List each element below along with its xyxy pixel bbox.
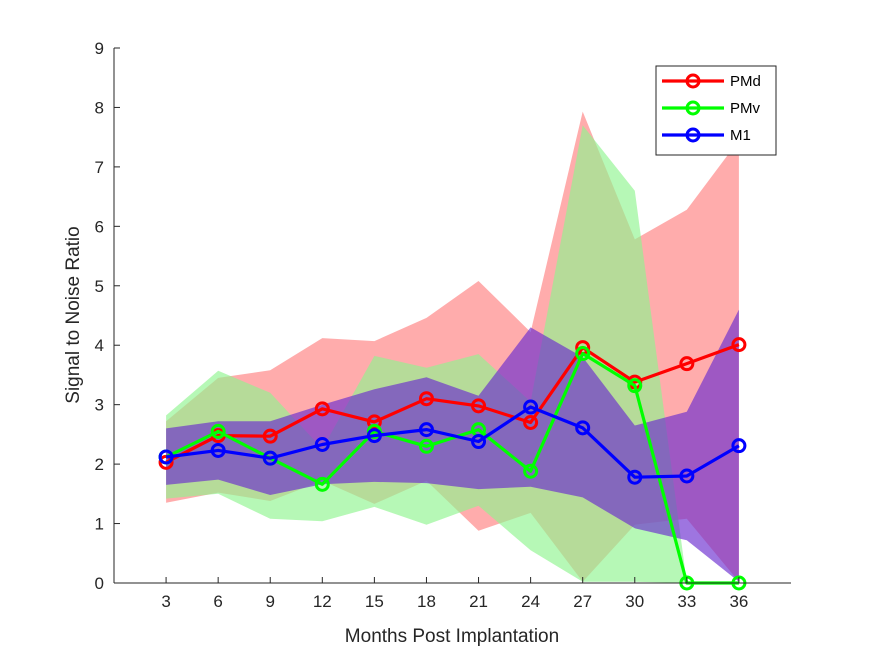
x-tick-label: 27 [573,592,592,611]
point-m1 [158,449,174,465]
point-pmd [366,414,382,430]
point-pmv [314,476,330,492]
point-pmv [575,346,591,362]
point-m1 [418,422,434,438]
axes [113,47,791,584]
x-tick-label: 3 [161,592,170,611]
point-pmd [523,415,539,430]
point-pmd [314,401,330,417]
series-lines [158,337,747,591]
point-m1 [210,442,226,458]
legend-label-pmv: PMv [730,100,761,117]
point-pmv [418,438,434,454]
y-tick-label: 8 [95,98,104,117]
point-m1 [262,450,278,466]
line-pmv [165,351,739,585]
point-m1 [366,428,382,444]
x-axis-label: Months Post Implantation [345,626,559,647]
point-m1 [679,468,695,484]
point-pmv [523,463,539,479]
y-tick-label: 2 [95,455,104,474]
point-pmv [627,378,643,394]
line-pmd [165,343,740,464]
point-pmv [210,423,226,439]
y-tick-label: 1 [95,515,104,534]
point-pmd [679,356,695,372]
x-tick-label: 12 [313,592,332,611]
y-tick-label: 7 [95,158,104,177]
point-pmd [418,391,434,407]
point-m1 [731,438,747,454]
legend-marker-m1 [685,127,701,143]
x-tick-label: 30 [625,592,644,611]
y-tick-label: 5 [95,277,104,296]
y-axis-label: Signal to Noise Ratio [63,226,84,403]
y-tick-label: 4 [95,336,104,355]
y-tick-label: 6 [95,217,104,236]
legend-label-m1: M1 [730,127,751,144]
band-m1 [166,309,739,582]
legend-marker-pmv [685,100,701,116]
y-tick-label: 3 [95,396,104,415]
point-m1 [575,420,591,436]
x-tick-label: 24 [521,592,540,611]
point-pmd [471,398,487,414]
x-tick-label: 21 [469,592,488,611]
point-m1 [471,434,487,450]
x-tick-label: 36 [729,592,748,611]
legend-marker-pmd [685,73,701,89]
x-tick-label: 9 [265,592,274,611]
x-tick-label: 18 [417,592,436,611]
point-pmd [731,337,747,353]
x-tick-label: 33 [677,592,696,611]
point-pmd [262,428,278,444]
line-m1 [165,405,740,479]
x-tick-label: 6 [213,592,222,611]
legend: PMd PMv M1 [655,65,777,156]
point-m1 [314,436,330,452]
confidence-bands [166,111,739,584]
legend-label-pmd: PMd [730,73,761,90]
point-m1 [523,399,539,415]
y-tick-label: 9 [95,39,104,58]
x-tick-label: 15 [365,592,384,611]
point-m1 [627,469,643,485]
y-tick-label: 0 [95,574,104,593]
